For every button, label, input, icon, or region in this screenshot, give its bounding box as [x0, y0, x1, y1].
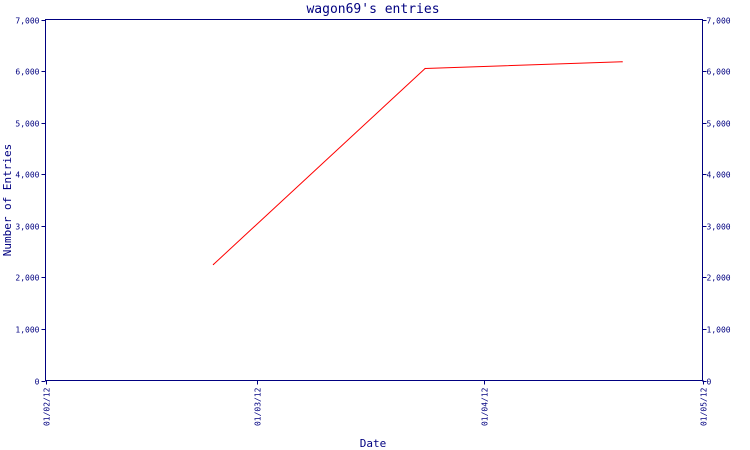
- y-tick-label-left: 0: [35, 378, 40, 387]
- y-tick-label-right: 1,000: [707, 326, 731, 335]
- y-tick-label-right: 7,000: [707, 17, 731, 26]
- x-axis: 01/02/12 01/03/12 01/04/12 01/05/12: [43, 380, 709, 426]
- x-tick-label: 01/05/12: [700, 387, 709, 426]
- data-point: [424, 67, 426, 70]
- plot-frame: [45, 19, 703, 381]
- series-line: [213, 61, 623, 265]
- y-tick-label-left: 5,000: [15, 120, 39, 129]
- y-tick-label-left: 4,000: [15, 171, 39, 180]
- y-axis-left: 0 1,000 2,000 3,000 4,000 5,000 6,000 7,000: [15, 17, 46, 387]
- y-tick-label-right: 5,000: [707, 120, 731, 129]
- y-tick-label-right: 4,000: [707, 171, 731, 180]
- y-axis-right: 0 1,000 2,000 3,000 4,000 5,000 6,000 7,000: [702, 17, 731, 387]
- chart-title: wagon69's entries: [306, 2, 439, 17]
- x-tick-label: 01/03/12: [254, 387, 263, 426]
- y-tick-label-left: 3,000: [15, 223, 39, 232]
- x-axis-label: Date: [360, 437, 387, 450]
- data-point: [621, 61, 623, 63]
- data-point: [212, 263, 214, 266]
- y-tick-label-right: 0: [707, 378, 712, 387]
- y-tick-label-left: 6,000: [15, 68, 39, 77]
- y-tick-label-right: 2,000: [707, 274, 731, 283]
- series-layer: [212, 61, 623, 266]
- y-tick-label-left: 1,000: [15, 326, 39, 335]
- x-tick-label: 01/02/12: [43, 387, 52, 426]
- y-tick-label-left: 2,000: [15, 274, 39, 283]
- y-tick-label-left: 7,000: [15, 17, 39, 26]
- x-tick-label: 01/04/12: [481, 387, 490, 426]
- y-tick-label-right: 3,000: [707, 223, 731, 232]
- y-tick-label-right: 6,000: [707, 68, 731, 77]
- y-axis-label: Number of Entries: [1, 144, 14, 257]
